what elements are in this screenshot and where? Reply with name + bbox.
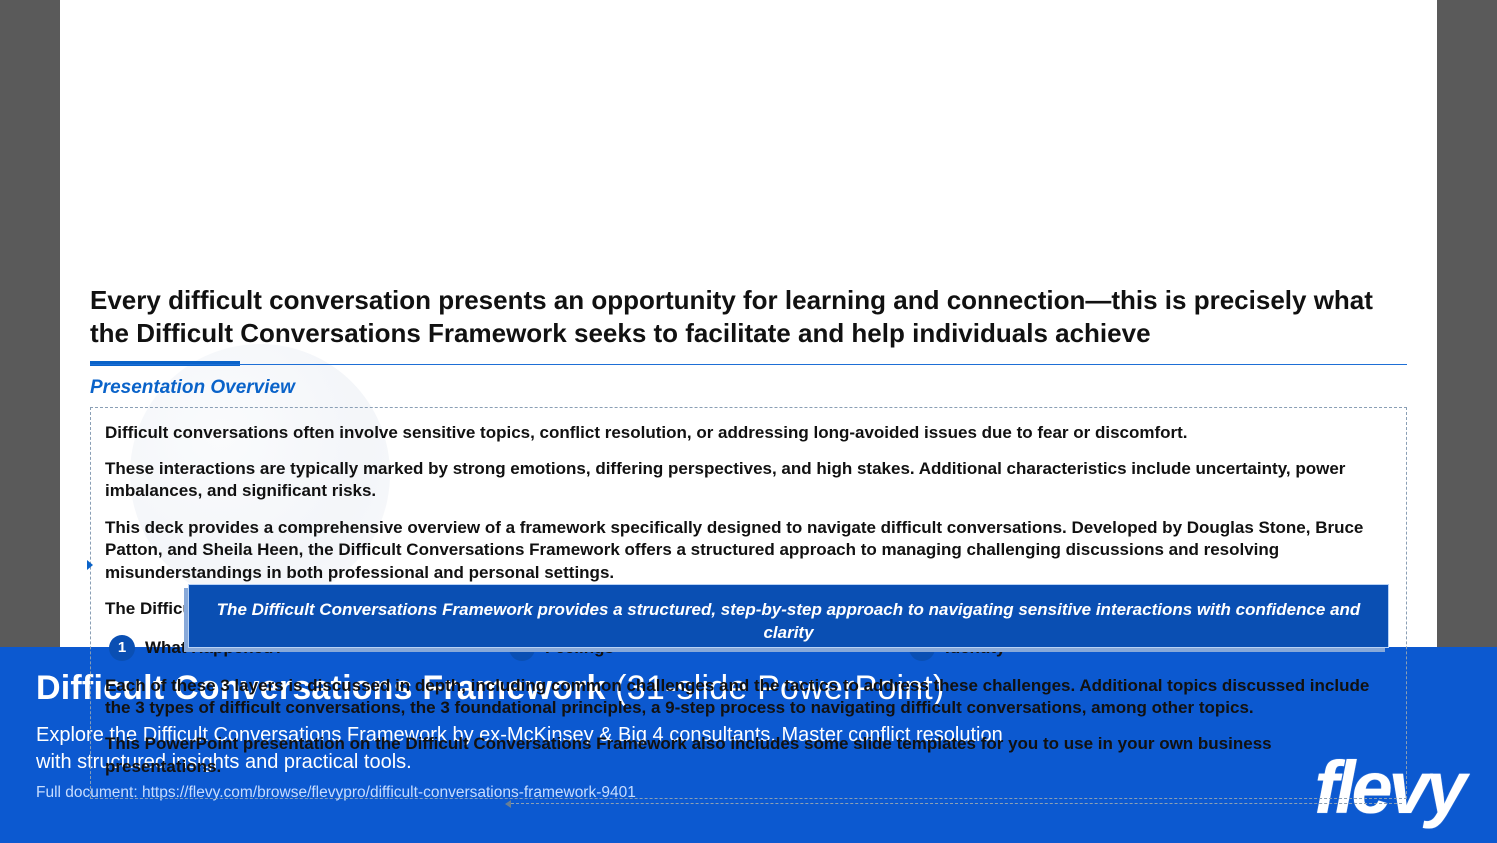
slide-card: Every difficult conversation presents an…	[60, 0, 1437, 660]
overview-p2: These interactions are typically marked …	[105, 458, 1392, 503]
overview-p3: This deck provides a comprehensive overv…	[105, 517, 1392, 584]
overview-p6: This PowerPoint presentation on the Diff…	[105, 733, 1392, 778]
slide-headline: Every difficult conversation presents an…	[90, 284, 1407, 351]
side-arrow-icon	[87, 560, 93, 570]
callout-box: The Difficult Conversations Framework pr…	[188, 584, 1389, 648]
callout-wrap: The Difficult Conversations Framework pr…	[188, 584, 1389, 648]
overview-p5: Each of these 3 layers is discussed in d…	[105, 675, 1392, 720]
overview-p1: Difficult conversations often involve se…	[105, 422, 1392, 444]
layer-number-badge: 1	[109, 635, 135, 661]
headline-underline	[90, 361, 1407, 367]
section-label: Presentation Overview	[90, 377, 1407, 399]
dashed-connector	[511, 803, 1402, 804]
